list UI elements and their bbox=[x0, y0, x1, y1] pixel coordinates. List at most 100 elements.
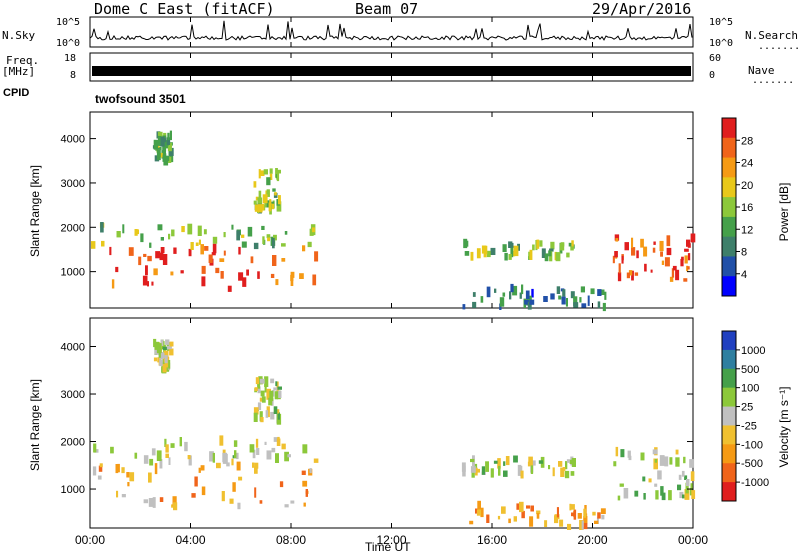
scatter-cell bbox=[140, 233, 144, 243]
scatter-cell bbox=[313, 458, 319, 463]
scatter-cell bbox=[592, 511, 596, 516]
scatter-cell bbox=[562, 289, 566, 297]
scatter-cell bbox=[579, 297, 582, 303]
colorbar-tick-label: -1000 bbox=[741, 477, 769, 489]
x-tick-label: 00:00 bbox=[678, 533, 708, 547]
scatter-cell bbox=[570, 246, 574, 251]
scatter-cell bbox=[558, 461, 563, 467]
scatter-cell bbox=[597, 289, 602, 296]
scatter-cell bbox=[538, 460, 544, 464]
scatter-cell bbox=[661, 492, 666, 501]
nsearch-label: N.Search bbox=[745, 29, 798, 42]
scatter-cell bbox=[284, 451, 289, 462]
scatter-cell bbox=[475, 468, 480, 473]
scatter-cell bbox=[560, 467, 565, 477]
scatter-cell bbox=[151, 281, 154, 286]
scatter-cell bbox=[473, 463, 478, 468]
scatter-cell bbox=[98, 465, 103, 472]
scatter-cell bbox=[272, 237, 275, 249]
colorbar-tick-label: 100 bbox=[741, 383, 759, 395]
scatter-cell bbox=[687, 243, 691, 248]
scatter-cell bbox=[597, 512, 601, 519]
scatter-cell bbox=[617, 272, 622, 282]
scatter-cell bbox=[659, 240, 664, 252]
scatter-cell bbox=[690, 483, 693, 490]
scatter-cell bbox=[220, 271, 224, 279]
scatter-cell bbox=[655, 490, 659, 500]
scatter-cell bbox=[162, 346, 167, 350]
scatter-cell bbox=[167, 132, 170, 141]
scatter-cell bbox=[583, 516, 588, 524]
scatter-cell bbox=[579, 520, 584, 530]
scatter-cell bbox=[476, 509, 482, 516]
scatter-cell bbox=[669, 276, 674, 282]
scatter-cell bbox=[152, 497, 156, 508]
scatter-cell bbox=[490, 247, 496, 255]
scatter-cell bbox=[229, 498, 234, 504]
scatter-cell bbox=[143, 499, 149, 504]
scatter-cell bbox=[642, 476, 646, 482]
scatter-cell bbox=[200, 465, 205, 471]
scatter-cell bbox=[573, 302, 579, 308]
scatter-cell bbox=[266, 388, 271, 400]
scatter-cell bbox=[536, 239, 540, 249]
scatter-cell bbox=[685, 482, 689, 494]
nsky-trace bbox=[89, 20, 693, 41]
scatter-cell bbox=[252, 449, 256, 459]
colorbar-tick-label: 500 bbox=[741, 364, 759, 376]
scatter-cell bbox=[597, 301, 601, 309]
scatter-cell bbox=[157, 224, 163, 231]
scatter-cell bbox=[241, 241, 247, 248]
scatter-cell bbox=[147, 255, 152, 262]
scatter-cell bbox=[181, 226, 185, 233]
scatter-cell bbox=[660, 251, 663, 257]
scatter-cell bbox=[643, 493, 646, 500]
scatter-cell bbox=[204, 246, 209, 251]
scatter-cell bbox=[116, 490, 119, 498]
scatter-cell bbox=[238, 272, 244, 281]
scatter-cell bbox=[91, 241, 96, 249]
scatter-cell bbox=[254, 466, 258, 474]
scatter-cell bbox=[270, 273, 275, 278]
scatter-cell bbox=[687, 266, 690, 270]
scatter-cell bbox=[503, 461, 506, 466]
scatter-cell bbox=[614, 251, 618, 258]
scatter-cell bbox=[269, 173, 273, 180]
scatter-cell bbox=[686, 479, 690, 487]
scatter-cell bbox=[501, 506, 506, 514]
scatter-cell bbox=[195, 242, 199, 246]
scatter-cell bbox=[643, 246, 648, 257]
nsky-line bbox=[89, 20, 693, 41]
scatter-cell bbox=[159, 146, 162, 151]
scatter-cell bbox=[234, 450, 237, 458]
scatter-cell bbox=[683, 456, 686, 464]
scatter-cell bbox=[532, 460, 536, 466]
scatter-cell bbox=[180, 270, 184, 274]
scatter-cell bbox=[223, 250, 226, 256]
scatter-cell bbox=[129, 472, 135, 482]
scatter-cell bbox=[583, 523, 588, 530]
scatter-cell bbox=[226, 462, 230, 467]
scatter-cell bbox=[682, 494, 685, 499]
scatter-cell bbox=[162, 155, 166, 162]
power-scatter bbox=[91, 130, 696, 312]
scatter-cell bbox=[303, 502, 306, 507]
scatter-cell bbox=[613, 461, 617, 467]
scatter-cell bbox=[499, 297, 505, 307]
scatter-cell bbox=[159, 497, 164, 502]
scatter-cell bbox=[508, 254, 512, 260]
scatter-cell bbox=[151, 448, 156, 456]
scatter-cell bbox=[221, 491, 225, 502]
scatter-cell bbox=[476, 248, 481, 259]
freq-top-tick: 18 bbox=[64, 53, 77, 64]
scatter-cell bbox=[284, 231, 288, 235]
scatter-cell bbox=[626, 272, 630, 279]
scatter-cell bbox=[681, 470, 685, 477]
x-tick-label: 12:00 bbox=[376, 533, 406, 547]
scatter-cell bbox=[505, 456, 510, 466]
scatter-cell bbox=[627, 450, 631, 458]
scatter-cell bbox=[601, 289, 605, 295]
scatter-cell bbox=[256, 448, 260, 455]
scatter-cell bbox=[160, 353, 165, 358]
scatter-cell bbox=[164, 355, 168, 364]
